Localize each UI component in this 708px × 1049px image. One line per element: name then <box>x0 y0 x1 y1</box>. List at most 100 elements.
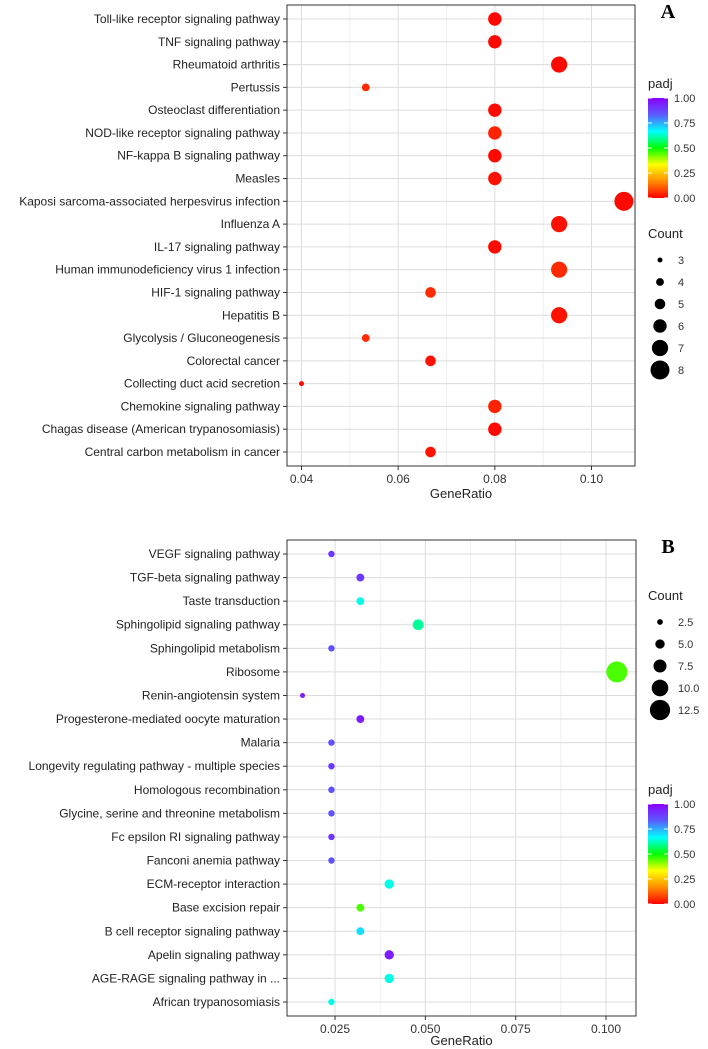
category-label: Glycine, serine and threonine metabolism <box>59 806 280 820</box>
category-label: Glycolysis / Gluconeogenesis <box>123 331 280 345</box>
color-bar-label: 0.75 <box>674 824 695 836</box>
category-label: Collecting duct acid secretion <box>124 377 280 391</box>
data-point <box>328 786 335 794</box>
category-label: Sphingolipid signaling pathway <box>116 618 280 632</box>
data-point <box>412 619 424 631</box>
category-label: Central carbon metabolism in cancer <box>85 445 280 459</box>
size-legend-label: 5 <box>678 299 684 311</box>
category-label: Colorectal cancer <box>187 354 280 368</box>
category-label: VEGF signaling pathway <box>149 547 280 561</box>
color-bar-label: 0.50 <box>674 143 695 155</box>
size-legend-dot <box>657 619 663 625</box>
category-label: Pertussis <box>231 80 280 94</box>
size-legend-label: 3 <box>678 255 684 267</box>
plot-background <box>287 5 635 466</box>
size-legend-dot <box>655 639 665 649</box>
data-point <box>356 573 365 582</box>
category-label: Taste transduction <box>183 594 280 608</box>
category-label: Fanconi anemia pathway <box>147 854 280 868</box>
category-label: Base excision repair <box>172 901 280 915</box>
data-point <box>488 171 502 186</box>
x-tick-label: 0.050 <box>410 1022 440 1036</box>
category-label: Chemokine signaling pathway <box>121 399 280 413</box>
category-label: Homologous recombination <box>134 783 280 797</box>
data-point <box>488 399 502 414</box>
x-tick-label: 0.10 <box>580 472 604 486</box>
data-point <box>328 550 335 558</box>
category-label: African trypanosomiasis <box>153 995 280 1009</box>
color-bar <box>648 804 668 904</box>
x-tick-label: 0.04 <box>290 472 314 486</box>
data-point <box>614 191 634 211</box>
size-legend-dot <box>657 257 663 263</box>
data-point <box>328 645 335 652</box>
data-point <box>356 903 365 912</box>
data-point <box>488 126 502 140</box>
category-label: Human immunodeficiency virus 1 infection <box>55 263 280 277</box>
size-legend-dot <box>650 360 670 380</box>
data-point <box>361 83 370 92</box>
x-axis-title: GeneRatio <box>430 486 492 501</box>
category-label: Ribosome <box>226 665 280 679</box>
size-legend-dot <box>654 298 666 310</box>
plot-background <box>287 540 636 1016</box>
size-legend-dot <box>651 339 669 357</box>
panel-b-chart: VEGF signaling pathway TGF-beta signaling… <box>29 536 700 1048</box>
x-tick-label: 0.075 <box>501 1022 531 1036</box>
category-label: Chagas disease (American trypanosomiasis… <box>42 422 280 436</box>
category-label: HIF-1 signaling pathway <box>151 285 280 299</box>
category-label: B cell receptor signaling pathway <box>105 924 280 938</box>
color-bar-label: 0.25 <box>674 168 695 180</box>
category-label: Longevity regulating pathway - multiple … <box>29 759 280 773</box>
size-legend-dot <box>656 278 664 286</box>
data-point <box>356 715 365 724</box>
data-point <box>384 879 394 889</box>
category-label: NF-kappa B signaling pathway <box>117 149 280 163</box>
size-legend-label: 6 <box>678 321 684 333</box>
category-label: Measles <box>235 172 280 186</box>
category-label: Renin-angiotensin system <box>142 688 280 702</box>
category-label: Malaria <box>241 736 281 750</box>
panel-letter: B <box>661 536 674 558</box>
data-point <box>488 149 502 163</box>
panel-letter: A <box>661 1 676 23</box>
size-legend-label: 7.5 <box>678 661 693 673</box>
color-bar-label: 0.00 <box>674 193 695 205</box>
category-label: Sphingolipid metabolism <box>150 641 280 655</box>
data-point <box>384 973 394 984</box>
size-legend-label: 2.5 <box>678 617 693 629</box>
data-point <box>328 739 335 746</box>
data-point <box>361 334 370 342</box>
data-point <box>551 56 568 73</box>
category-label: Kaposi sarcoma-associated herpesvirus in… <box>19 194 280 208</box>
size-legend-title: Count <box>648 226 683 241</box>
data-point <box>488 12 502 26</box>
data-point <box>425 287 436 298</box>
data-point <box>606 661 628 683</box>
category-label: Hepatitis B <box>222 308 280 322</box>
panel-a-chart: Toll-like receptor signaling pathway TNF … <box>19 1 695 501</box>
size-legend-dot <box>653 659 667 673</box>
data-point <box>328 857 335 864</box>
data-point <box>328 998 335 1006</box>
category-label: TGF-beta signaling pathway <box>130 571 280 585</box>
size-legend-dot <box>651 679 669 697</box>
category-label: TNF signaling pathway <box>158 35 280 49</box>
x-tick-label: 0.08 <box>483 472 507 486</box>
category-label: Progesterone-mediated oocyte maturation <box>56 712 280 726</box>
category-label: NOD-like receptor signaling pathway <box>85 126 280 140</box>
category-label: Osteoclast differentiation <box>148 103 280 117</box>
category-label: Rheumatoid arthritis <box>173 58 280 72</box>
size-legend-dot <box>649 699 671 721</box>
category-label: AGE-RAGE signaling pathway in ... <box>92 971 280 985</box>
x-tick-label: 0.06 <box>386 472 410 486</box>
color-bar-label: 0.25 <box>674 874 695 886</box>
size-legend-label: 8 <box>678 365 684 377</box>
color-legend-title: padj <box>648 782 673 797</box>
category-label: Toll-like receptor signaling pathway <box>94 12 280 26</box>
data-point <box>488 35 502 49</box>
color-legend-title: padj <box>648 76 673 91</box>
data-point <box>488 240 502 254</box>
size-legend-label: 7 <box>678 343 684 355</box>
category-label: Apelin signaling pathway <box>148 948 280 962</box>
